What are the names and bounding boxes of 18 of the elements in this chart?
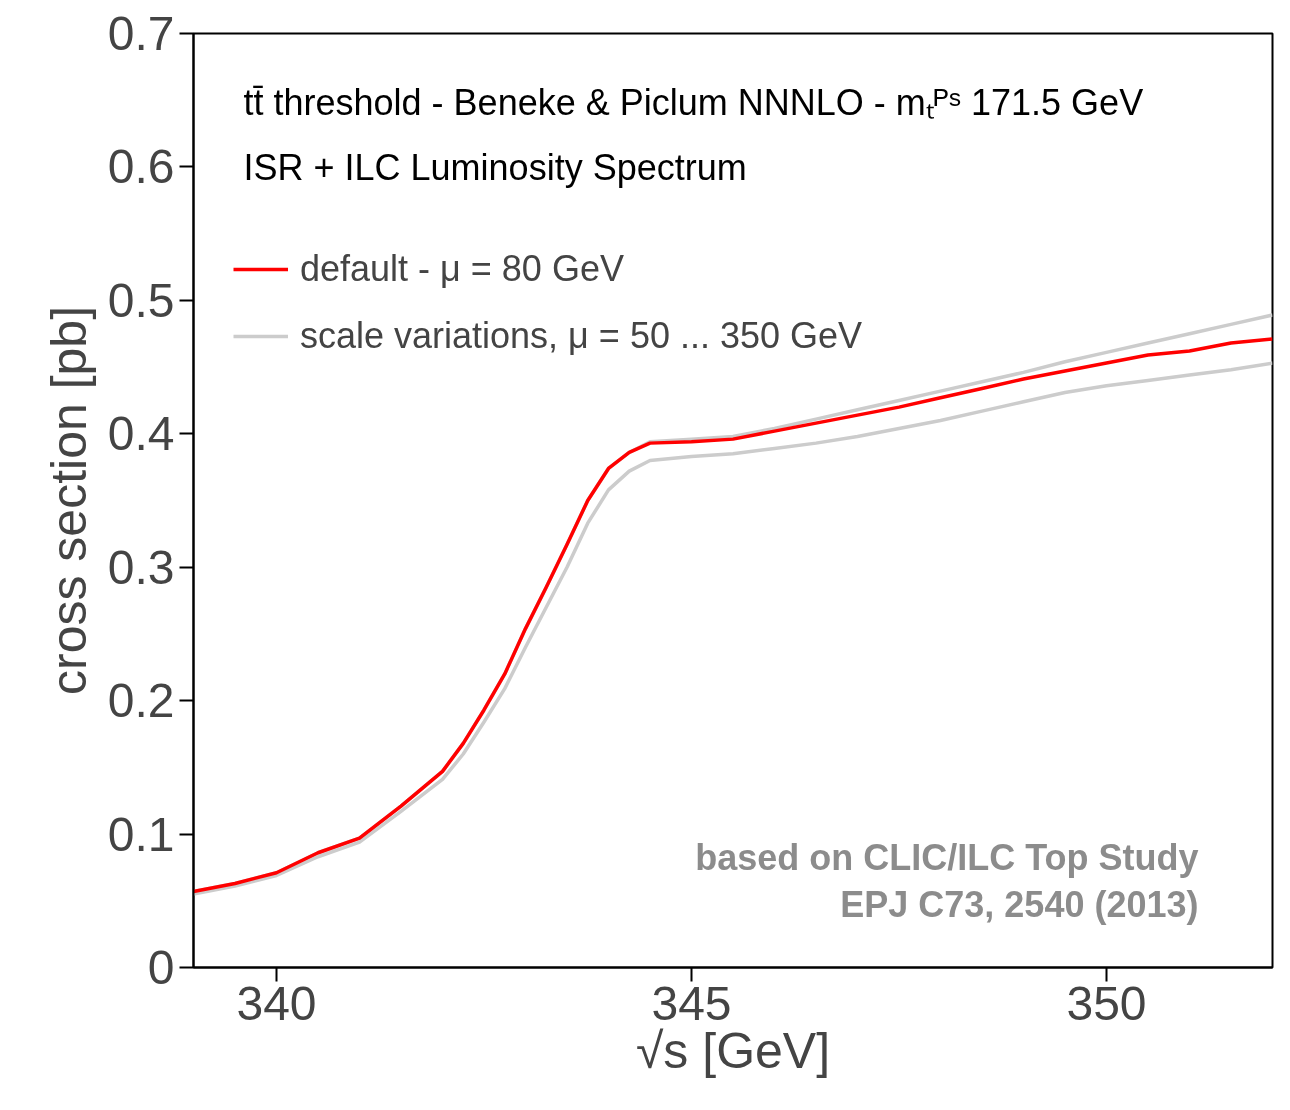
x-axis-title: √s [GeV] bbox=[635, 1022, 831, 1079]
y-tick-label: 0.1 bbox=[107, 807, 175, 861]
y-tick-label: 0 bbox=[147, 941, 175, 994]
y-tick-label: 0.3 bbox=[107, 540, 175, 594]
annotation: tt̄ threshold - Beneke & Piclum NNNLO - mₜᴾˢ 171.5 GeV bbox=[243, 81, 1144, 123]
y-tick-label: 0.6 bbox=[107, 140, 175, 194]
y-tick-label: 0.7 bbox=[107, 7, 175, 60]
x-tick-label: 350 bbox=[1066, 976, 1147, 1030]
annotation: based on CLIC/ILC Top Study bbox=[695, 836, 1199, 878]
y-tick-label: 0.4 bbox=[107, 407, 175, 461]
annotation: EPJ C73, 2540 (2013) bbox=[840, 883, 1199, 925]
legend-label: default - μ = 80 GeV bbox=[300, 248, 624, 290]
annotation: ISR + ILC Luminosity Spectrum bbox=[243, 146, 747, 188]
x-tick-label: 340 bbox=[236, 976, 317, 1030]
y-tick-label: 0.5 bbox=[107, 273, 175, 327]
y-tick-label: 0.2 bbox=[107, 674, 175, 728]
legend-label: scale variations, μ = 50 ... 350 GeV bbox=[300, 315, 863, 357]
y-axis-title: cross section [pb] bbox=[40, 305, 97, 696]
